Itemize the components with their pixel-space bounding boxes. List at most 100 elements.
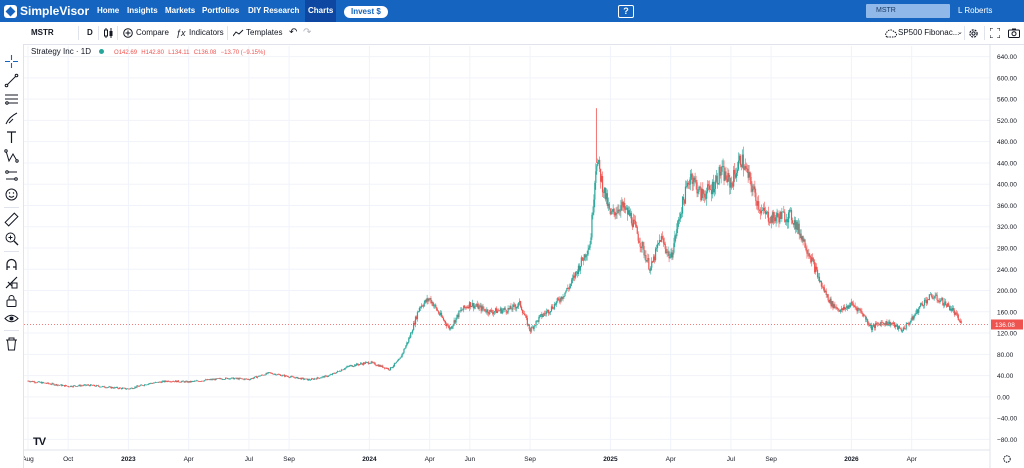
candle-body bbox=[441, 316, 444, 318]
symbol-input[interactable]: MSTR bbox=[31, 28, 54, 37]
candle-body bbox=[513, 304, 515, 306]
candle-body bbox=[546, 311, 548, 314]
fullscreen-icon[interactable] bbox=[990, 28, 1000, 38]
candle-body bbox=[657, 242, 660, 245]
candle-body bbox=[946, 305, 948, 307]
candle-body bbox=[689, 177, 691, 185]
redo-icon[interactable]: ↷ bbox=[303, 27, 312, 38]
price-chart[interactable]: 640.00 600.00 560.00 520.00 480.00 440.00 400.… bbox=[24, 44, 1024, 468]
user-menu[interactable]: L Roberts bbox=[958, 6, 993, 15]
candle-body bbox=[173, 381, 176, 382]
candle-body bbox=[109, 386, 111, 388]
candle-body bbox=[240, 378, 242, 380]
candle-body bbox=[474, 305, 476, 307]
nav-insights[interactable]: Insights bbox=[127, 6, 158, 15]
candle-body bbox=[87, 384, 89, 386]
candle-body bbox=[304, 379, 306, 380]
candle-body bbox=[432, 301, 434, 307]
candle-body bbox=[933, 297, 935, 299]
layout-name[interactable]: SP500 Fibonac... bbox=[898, 28, 960, 37]
nav-diy-research[interactable]: DIY Research bbox=[248, 6, 300, 15]
settings-gear-icon[interactable] bbox=[968, 28, 979, 39]
templates-icon[interactable] bbox=[233, 29, 244, 37]
candle-body bbox=[30, 381, 32, 383]
candle-body bbox=[921, 303, 923, 304]
compare-button[interactable]: Compare bbox=[136, 28, 169, 37]
invest-button[interactable]: Invest $ bbox=[344, 6, 388, 18]
candle-body bbox=[501, 310, 503, 314]
candle-body bbox=[649, 269, 651, 271]
candle-body bbox=[50, 384, 52, 385]
candle-body bbox=[55, 384, 57, 385]
interval-button[interactable]: D bbox=[87, 28, 93, 37]
candle-body bbox=[196, 380, 198, 382]
fib-icon[interactable] bbox=[4, 92, 19, 107]
candle-body bbox=[303, 378, 305, 380]
candle-body bbox=[696, 182, 698, 194]
candle-body bbox=[950, 308, 953, 311]
crosshair-icon[interactable] bbox=[4, 54, 19, 69]
candle-body bbox=[760, 210, 762, 214]
candle-body bbox=[819, 280, 822, 282]
measure-icon[interactable] bbox=[4, 168, 19, 183]
nav-home[interactable]: Home bbox=[97, 6, 120, 15]
candle-body bbox=[795, 221, 797, 230]
ruler-icon[interactable] bbox=[4, 212, 19, 227]
eye-icon[interactable] bbox=[4, 311, 19, 326]
trash-icon[interactable] bbox=[4, 336, 19, 351]
candle-body bbox=[932, 297, 934, 299]
candle-body bbox=[407, 342, 409, 343]
undo-icon[interactable]: ↶ bbox=[289, 27, 298, 38]
text-icon[interactable] bbox=[4, 130, 19, 145]
candle-body bbox=[648, 258, 650, 270]
zoom-icon[interactable] bbox=[4, 231, 19, 246]
app-logo[interactable]: SimpleVisor bbox=[4, 2, 89, 20]
chevron-down-icon[interactable]: ⌄ bbox=[957, 29, 963, 36]
candle-body bbox=[373, 362, 375, 364]
y-tick-label: 480.00 bbox=[997, 139, 1017, 146]
candle-body bbox=[764, 211, 767, 215]
candle-body bbox=[56, 384, 58, 386]
help-icon[interactable]: ? bbox=[618, 5, 634, 18]
nav-markets[interactable]: Markets bbox=[165, 6, 196, 15]
tradingview-logo-icon[interactable]: TV bbox=[33, 436, 46, 448]
nav-charts[interactable]: Charts bbox=[305, 0, 337, 22]
magnet-icon[interactable] bbox=[4, 257, 19, 272]
y-tick-label: 160.00 bbox=[997, 309, 1017, 316]
indicators-button[interactable]: Indicators bbox=[189, 28, 224, 37]
candle-body bbox=[271, 372, 273, 374]
legend-symbol: Strategy Inc · 1D bbox=[31, 47, 92, 56]
lock-drawings-icon[interactable] bbox=[4, 275, 19, 290]
candle-body bbox=[613, 208, 615, 213]
candle-body bbox=[471, 303, 474, 307]
candle-body bbox=[215, 378, 217, 381]
candle-body bbox=[156, 381, 158, 383]
camera-icon[interactable] bbox=[1008, 28, 1020, 38]
candle-body bbox=[238, 378, 240, 380]
nav-portfolios[interactable]: Portfolios bbox=[202, 6, 240, 15]
brush-icon[interactable] bbox=[4, 111, 19, 126]
pattern-icon[interactable] bbox=[4, 149, 19, 164]
candle-body bbox=[533, 325, 535, 329]
axis-settings-icon[interactable] bbox=[1003, 455, 1011, 463]
lock-icon[interactable] bbox=[4, 293, 19, 308]
trendline-icon[interactable] bbox=[4, 73, 19, 88]
candle-body bbox=[282, 374, 285, 376]
emoji-icon[interactable] bbox=[4, 187, 19, 202]
candle-body bbox=[510, 305, 512, 310]
candle-body bbox=[923, 299, 926, 306]
candle-body bbox=[126, 388, 128, 390]
candles-icon[interactable] bbox=[104, 28, 113, 38]
candle-body bbox=[463, 305, 465, 310]
candle-body bbox=[324, 375, 326, 378]
symbol-search-input[interactable]: MSTR bbox=[866, 4, 950, 18]
candle-body bbox=[344, 367, 346, 370]
candle-body bbox=[386, 367, 388, 369]
candle-body bbox=[254, 376, 257, 378]
templates-button[interactable]: Templates bbox=[246, 28, 283, 37]
candle-body bbox=[759, 209, 761, 211]
indicators-icon[interactable]: ƒx bbox=[176, 28, 186, 38]
compare-icon[interactable] bbox=[123, 28, 133, 38]
x-tick-label: 2026 bbox=[844, 456, 859, 463]
candle-body bbox=[753, 186, 755, 189]
